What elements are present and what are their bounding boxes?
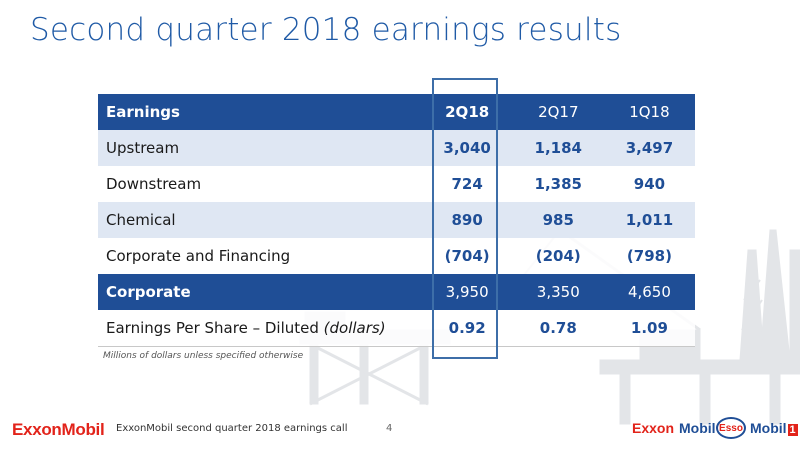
header-label: Earnings: [98, 94, 422, 130]
cell-value: 0.92: [421, 310, 513, 347]
esso-logo-text: Esso: [719, 422, 743, 434]
cell-value: (204): [512, 238, 604, 274]
cell-value: 1,184: [512, 130, 604, 166]
cell-value: 3,950: [421, 274, 513, 310]
mobil-logo: Mobil: [679, 420, 716, 436]
table-row-downstream: Downstream 724 1,385 940: [98, 166, 695, 202]
table-row-corporate-total: Corporate 3,950 3,350 4,650: [98, 274, 695, 310]
mobil1-logo: Mobil 1: [750, 420, 798, 436]
row-label: Earnings Per Share – Diluted (dollars): [98, 310, 422, 347]
table-row-chemical: Chemical 890 985 1,011: [98, 202, 695, 238]
mobil1-logo-text: Mobil: [750, 420, 787, 436]
esso-logo: Esso: [716, 417, 746, 439]
cell-value: 890: [421, 202, 513, 238]
row-label: Corporate and Financing: [98, 238, 422, 274]
cell-value: 3,040: [421, 130, 513, 166]
table-header-row: Earnings 2Q18 2Q17 1Q18: [98, 94, 695, 130]
exxon-logo: Exxon: [632, 420, 675, 436]
cell-value: 1.09: [603, 310, 695, 347]
header-col-2q17: 2Q17: [512, 94, 604, 130]
header-col-1q18: 1Q18: [603, 94, 695, 130]
cell-value: (704): [421, 238, 513, 274]
eps-unit-label: (dollars): [323, 319, 386, 337]
row-label: Upstream: [98, 130, 422, 166]
exxonmobil-logo: ExxonMobil: [12, 420, 105, 439]
footnote: Millions of dollars unless specified oth…: [103, 351, 304, 361]
cell-value: 985: [512, 202, 604, 238]
cell-value: 3,497: [603, 130, 695, 166]
footer-text: ExxonMobil second quarter 2018 earnings …: [116, 423, 348, 434]
cell-value: 724: [421, 166, 513, 202]
cell-value: 4,650: [603, 274, 695, 310]
cell-value: 1,011: [603, 202, 695, 238]
page-number: 4: [386, 423, 393, 434]
cell-value: 940: [603, 166, 695, 202]
cell-value: (798): [603, 238, 695, 274]
row-label: Downstream: [98, 166, 422, 202]
table-row-corporate-financing: Corporate and Financing (704) (204) (798…: [98, 238, 695, 274]
header-col-2q18: 2Q18: [421, 94, 513, 130]
cell-value: 0.78: [512, 310, 604, 347]
table-row-eps: Earnings Per Share – Diluted (dollars) 0…: [98, 310, 695, 347]
cell-value: 3,350: [512, 274, 604, 310]
eps-label: Earnings Per Share – Diluted: [106, 319, 324, 337]
earnings-table: Earnings 2Q18 2Q17 1Q18 Upstream 3,040 1…: [98, 94, 695, 347]
row-label: Chemical: [98, 202, 422, 238]
cell-value: 1,385: [512, 166, 604, 202]
table-row-upstream: Upstream 3,040 1,184 3,497: [98, 130, 695, 166]
mobil1-logo-number: 1: [787, 424, 798, 436]
row-label: Corporate: [98, 274, 422, 310]
slide-title: Second quarter 2018 earnings results: [30, 12, 622, 48]
